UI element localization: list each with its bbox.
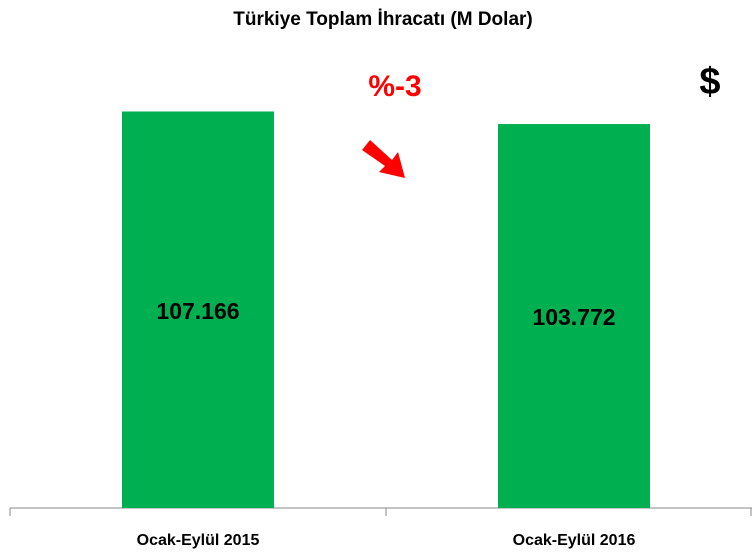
bar xyxy=(498,124,650,508)
value-label: 103.772 xyxy=(532,304,615,330)
value-label: 107.166 xyxy=(156,298,239,324)
bar xyxy=(122,111,274,508)
dollar-sign: $ xyxy=(699,61,720,103)
x-tick-label: Ocak-Eylül 2015 xyxy=(137,532,260,549)
chart-title: Türkiye Toplam İhracatı (M Dolar) xyxy=(233,9,532,30)
down-arrow xyxy=(362,140,405,178)
x-tick-label: Ocak-Eylül 2016 xyxy=(513,532,636,549)
change-annotation: %-3 xyxy=(368,70,421,103)
